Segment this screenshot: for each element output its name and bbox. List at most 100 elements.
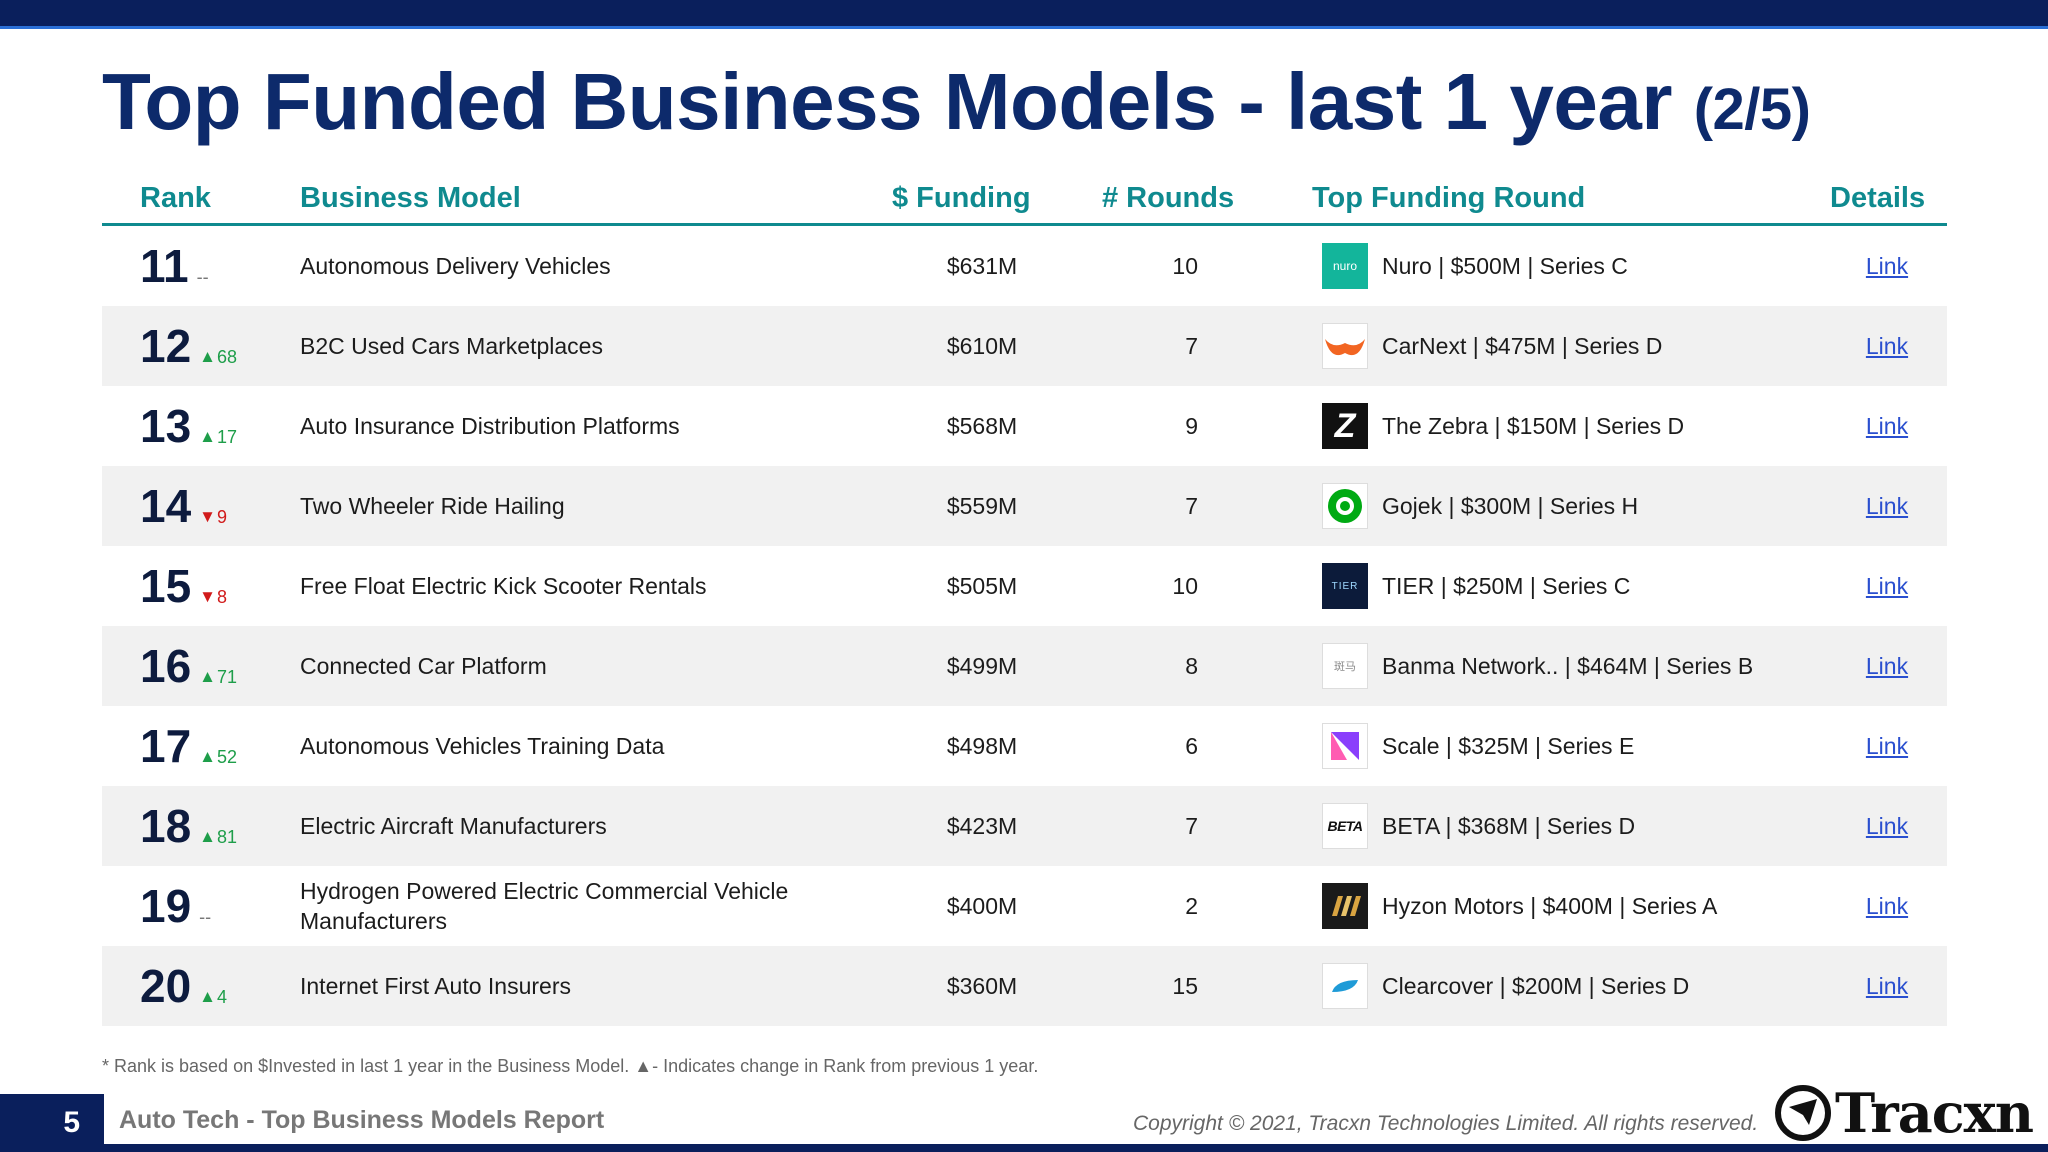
rounds-count: 9 (1185, 412, 1198, 439)
rank-number: 19 (140, 880, 192, 932)
header-funding: $ Funding (892, 182, 1031, 214)
rank-cell: 13 ▲ 17 (140, 386, 290, 466)
rounds-count: 10 (1172, 572, 1198, 599)
clearcover-logo (1322, 963, 1368, 1009)
carnext-logo-text: CarNext (1330, 333, 1360, 342)
top-funding-round-text: Clearcover | $200M | Series D (1382, 972, 1690, 999)
rank-cell: 17 ▲ 52 (140, 706, 290, 786)
top-funding-round-text: CarNext | $475M | Series D (1382, 332, 1663, 359)
rank-cell: 20 ▲ 4 (140, 946, 290, 1026)
gojek-logo (1322, 483, 1368, 529)
funding-amount: $499M (946, 652, 1018, 679)
rank-cell: 14 ▼ 9 (140, 466, 290, 546)
rank-change-value: 81 (217, 826, 238, 847)
header-details: Details (1830, 182, 1926, 214)
rank-up-arrow-icon: ▲ (199, 667, 216, 686)
details-link[interactable]: Link (1865, 492, 1909, 519)
top-funding-round: TIER TIER | $250M | Series C (1322, 546, 1842, 626)
beta-logo-text: BETA (1327, 818, 1363, 834)
funding-amount: $498M (946, 732, 1018, 759)
funding-amount: $423M (946, 812, 1018, 839)
top-funding-round: CarNext CarNext | $475M | Series D (1322, 306, 1842, 386)
rank-change: ▲ 81 (199, 827, 237, 848)
table-row: 14 ▼ 9 Two Wheeler Ride Hailing $559M 7 G… (102, 466, 1947, 546)
details-link[interactable]: Link (1865, 252, 1909, 279)
details-link[interactable]: Link (1865, 412, 1909, 439)
rank-change-value: 9 (217, 506, 228, 527)
nuro-logo-text: nuro (1332, 259, 1358, 273)
table-row: 13 ▲ 17 Auto Insurance Distribution Platf… (102, 386, 1947, 466)
table-row: 19 -- Hydrogen Powered Electric Commerci… (102, 866, 1947, 946)
table-header: Rank Business Model $ Funding # Rounds T… (102, 182, 1947, 224)
funding-amount: $505M (946, 572, 1018, 599)
table-row: 16 ▲ 71 Connected Car Platform $499M 8 斑马… (102, 626, 1947, 706)
details-link[interactable]: Link (1865, 892, 1909, 919)
rank-cell: 11 -- (140, 226, 290, 306)
rounds-count: 7 (1185, 812, 1198, 839)
hyzon-logo (1322, 883, 1368, 929)
nuro-logo: nuro (1322, 243, 1368, 289)
table-row: 11 -- Autonomous Delivery Vehicles $631M… (102, 226, 1947, 306)
details-link[interactable]: Link (1865, 572, 1909, 599)
business-model-name: Electric Aircraft Manufacturers (300, 813, 607, 839)
top-funding-round-text: Scale | $325M | Series E (1382, 732, 1635, 759)
brand-name: Tracxn (1835, 1081, 2034, 1145)
rank-number: 16 (140, 640, 192, 692)
rank-change: ▲ 4 (199, 987, 227, 1008)
top-funding-round: 斑马 Banma Network.. | $464M | Series B (1322, 626, 1842, 706)
top-funding-round: Hyzon Motors | $400M | Series A (1322, 866, 1842, 946)
top-funding-round: Scale | $325M | Series E (1322, 706, 1842, 786)
rank-cell: 12 ▲ 68 (140, 306, 290, 386)
tier-logo: TIER (1322, 563, 1368, 609)
details-link[interactable]: Link (1865, 332, 1909, 359)
copyright: Copyright © 2021, Tracxn Technologies Li… (1133, 1112, 1759, 1135)
rounds-count: 2 (1185, 892, 1198, 919)
rank-cell: 19 -- (140, 866, 290, 946)
top-funding-round-text: Nuro | $500M | Series C (1382, 252, 1628, 279)
rank-change-value: -- (199, 906, 212, 927)
funding-amount: $568M (946, 412, 1018, 439)
banma-logo-text: 斑马 (1334, 660, 1356, 673)
business-model-name: Two Wheeler Ride Hailing (300, 493, 565, 519)
table-row: 18 ▲ 81 Electric Aircraft Manufacturers $… (102, 786, 1947, 866)
rank-number: 15 (140, 560, 192, 612)
details-link[interactable]: Link (1865, 812, 1909, 839)
rounds-count: 7 (1185, 492, 1198, 519)
beta-logo: BETA (1322, 803, 1368, 849)
details-link[interactable]: Link (1865, 972, 1909, 999)
rank-down-arrow-icon: ▼ (199, 587, 216, 606)
rank-number: 13 (140, 400, 192, 452)
scale-logo (1322, 723, 1368, 769)
rank-change: -- (199, 907, 211, 928)
business-model-name: Internet First Auto Insurers (300, 973, 572, 999)
business-model-table: 11 -- Autonomous Delivery Vehicles $631M… (102, 226, 1947, 1026)
rank-change: ▲ 71 (199, 667, 237, 688)
top-funding-round: Clearcover | $200M | Series D (1322, 946, 1842, 1026)
rank-up-arrow-icon: ▲ (199, 987, 216, 1006)
funding-amount: $610M (946, 332, 1018, 359)
rank-change: -- (197, 267, 209, 288)
rank-number: 17 (140, 720, 192, 772)
zebra-logo-text: Z (1334, 406, 1356, 445)
funding-amount: $400M (946, 892, 1018, 919)
rank-up-arrow-icon: ▲ (199, 827, 216, 846)
details-link[interactable]: Link (1865, 652, 1909, 679)
details-cell: Link (1842, 866, 1932, 946)
tracxn-logo: Tracxn (1775, 1081, 2034, 1145)
top-funding-round: Gojek | $300M | Series H (1322, 466, 1842, 546)
rank-change: ▼ 8 (199, 587, 227, 608)
rank-cell: 16 ▲ 71 (140, 626, 290, 706)
rounds-count: 15 (1172, 972, 1198, 999)
top-bar-accent (0, 26, 2048, 29)
table-row: 12 ▲ 68 B2C Used Cars Marketplaces $610M … (102, 306, 1947, 386)
details-cell: Link (1842, 786, 1932, 866)
rank-up-arrow-icon: ▲ (199, 347, 216, 366)
rank-change: ▼ 9 (199, 507, 227, 528)
business-model-name: Autonomous Delivery Vehicles (300, 253, 611, 279)
zebra-logo: Z (1322, 403, 1368, 449)
top-funding-round-text: BETA | $368M | Series D (1382, 812, 1636, 839)
header-divider (102, 223, 1947, 226)
details-link[interactable]: Link (1865, 732, 1909, 759)
table-row: 20 ▲ 4 Internet First Auto Insurers $360M… (102, 946, 1947, 1026)
details-cell: Link (1842, 226, 1932, 306)
